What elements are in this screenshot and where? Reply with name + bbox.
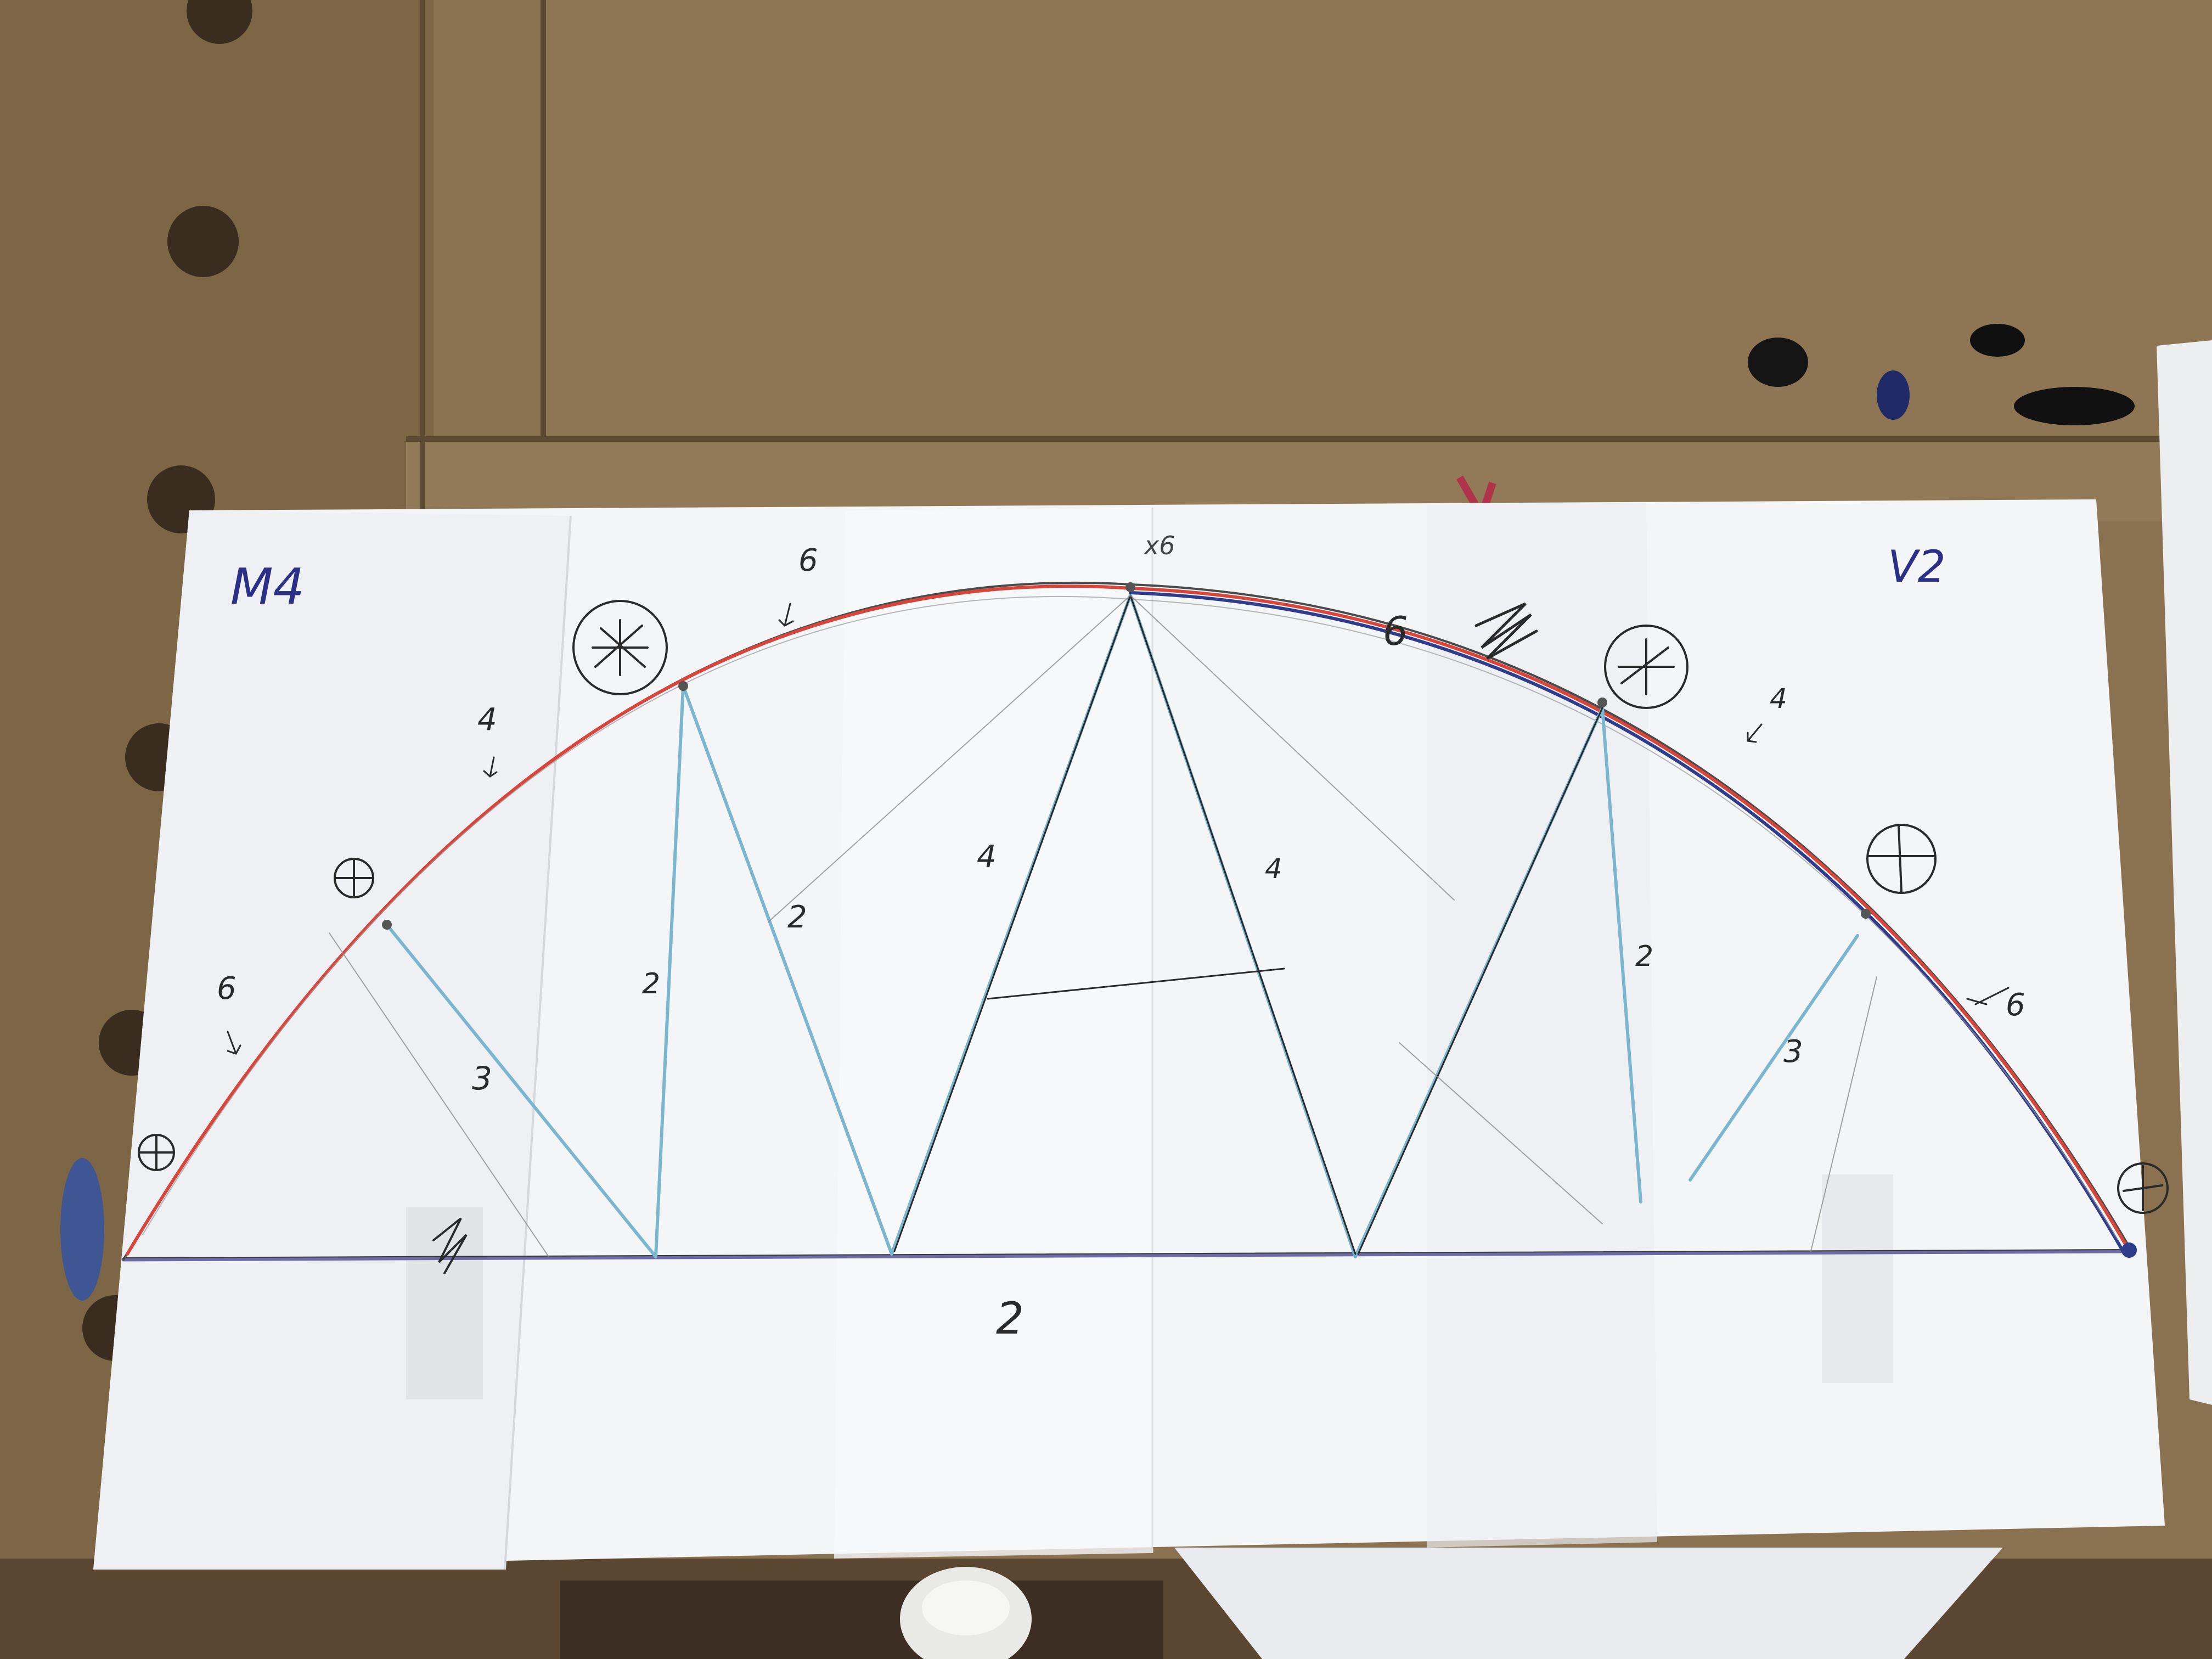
deck-line	[121, 1249, 2134, 1262]
label-arch-right-mid: 4	[1770, 683, 1787, 715]
label-arch-right-upper: 6	[1383, 608, 1408, 654]
corner-label-right: V2	[1888, 541, 1946, 592]
tape-strip	[406, 1207, 483, 1399]
scribble	[1474, 602, 1538, 660]
tape-strip	[1822, 1174, 1893, 1383]
paper-sheets	[93, 340, 2212, 1659]
top-label: x6	[1143, 531, 1175, 560]
label-diag-left-long: 2	[787, 899, 807, 935]
floor-gap	[560, 1581, 1163, 1659]
shoe-toe	[900, 1567, 1032, 1659]
truss-drawing	[121, 581, 2169, 1274]
corner-label-left: M4	[230, 558, 305, 616]
label-arch-left-upper: 6	[798, 543, 818, 578]
label-diag-center-left: 4	[977, 839, 997, 875]
label-vertical-right: 2	[1635, 940, 1653, 973]
handwritten-labels: M4 V2 x6 6 4 6 6 4 6 3 2 2 4 4 2 3 2	[217, 531, 2025, 1344]
label-deck: 2	[996, 1293, 1024, 1344]
label-diag-right-short: 3	[1783, 1034, 1803, 1070]
label-arch-left-lower: 6	[217, 971, 237, 1006]
label-vertical-left: 2	[642, 968, 660, 1000]
bench-paint-stains	[60, 324, 2135, 1301]
bench-board-top	[543, 0, 2212, 439]
label-arch-left-mid: 4	[477, 702, 497, 738]
label-diag-left-short: 3	[472, 1060, 492, 1097]
label-arch-right-lower: 6	[2006, 987, 2025, 1023]
scribble	[432, 1217, 468, 1274]
label-diag-center-right: 4	[1265, 853, 1282, 885]
